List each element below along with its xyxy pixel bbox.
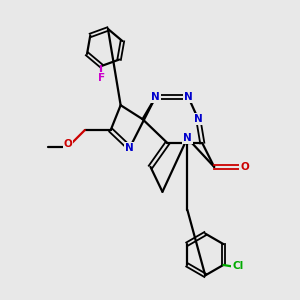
Text: N: N xyxy=(125,143,134,153)
Text: F: F xyxy=(98,73,105,83)
Text: Cl: Cl xyxy=(232,262,243,272)
Text: O: O xyxy=(64,139,72,149)
Text: N: N xyxy=(194,114,203,124)
Text: N: N xyxy=(183,133,192,143)
Text: O: O xyxy=(240,162,249,172)
Text: N: N xyxy=(151,92,160,102)
Text: N: N xyxy=(184,92,193,102)
